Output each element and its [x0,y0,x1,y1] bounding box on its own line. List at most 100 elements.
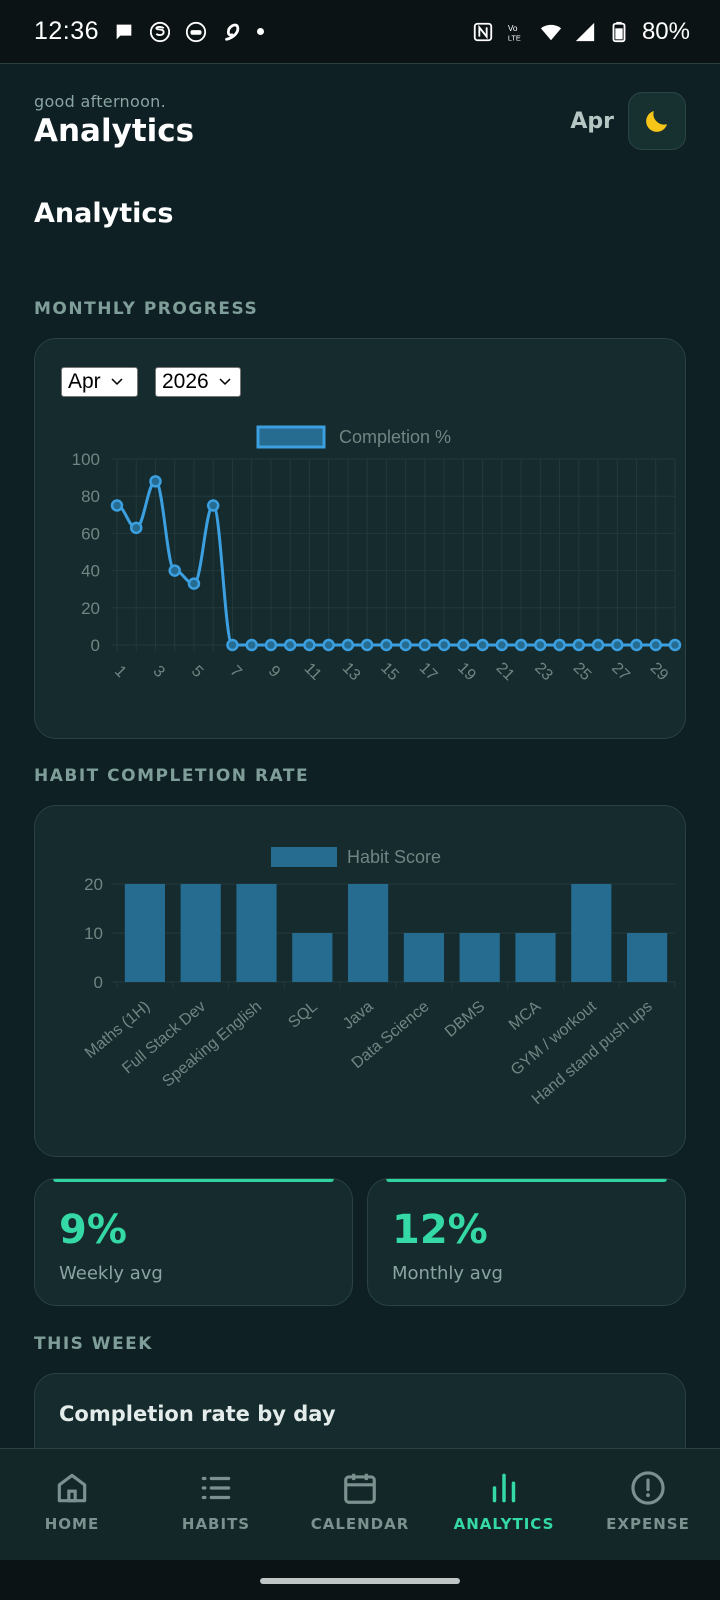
car-icon [185,21,207,42]
chat-icon [116,24,132,39]
category-label: Java [340,998,377,1033]
battery-percent: 80% [641,17,690,45]
data-point [591,638,605,652]
data-point [226,638,239,652]
x-tick-label: 27 [608,660,633,685]
monthly-progress-label: MONTHLY PROGRESS [34,299,259,319]
habit-score-bar [236,884,277,982]
habit-score-bar [459,933,500,982]
weekly-avg-label: Weekly avg [59,1263,163,1284]
svg-text:LTE: LTE [508,33,521,42]
legend-label: Completion % [339,427,451,447]
data-point [360,638,374,652]
calendar-icon [344,1473,376,1504]
battery-icon [612,21,626,42]
data-point [611,638,624,652]
chevron-down-icon [219,378,231,386]
x-tick-label: 3 [150,663,168,681]
alert-circle-icon [631,1471,665,1505]
x-tick-label: 21 [493,660,518,685]
notification-dot-icon [257,28,265,35]
bar-chart-icon [492,1473,516,1503]
data-point [380,638,393,652]
x-tick-label: 9 [265,663,283,681]
habit-score-bar [627,933,668,982]
moon-icon [646,111,667,132]
category-label: Speaking English [159,998,265,1090]
data-point [437,638,451,652]
monthly-avg-card: 12% Monthly avg [367,1178,686,1306]
bottom-nav: HOME HABITS CALENDAR ANALYTICS EXPENSE [0,1448,720,1560]
nav-expense[interactable]: EXPENSE [578,1449,718,1533]
data-point [341,638,355,652]
month-select[interactable]: Apr [61,367,138,397]
habit-score-bar [180,884,221,982]
category-label: SQL [285,998,321,1032]
gesture-area [0,1560,720,1600]
completion-series-line [116,479,675,647]
data-point [418,638,432,652]
gesture-handle[interactable] [260,1578,460,1584]
y-tick-label: 20 [81,599,100,618]
habit-score-bar [515,933,556,982]
month-select-value: Apr [68,370,101,393]
x-tick-label: 25 [570,660,595,685]
year-select[interactable]: 2026 [155,367,241,397]
greeting-text: good afternoon. [34,92,166,111]
airtel-icon [225,23,240,41]
data-point [553,638,566,652]
weekly-avg-value: 9% [59,1207,127,1253]
monthly-avg-label: Monthly avg [392,1263,503,1284]
x-tick-label: 11 [301,660,325,684]
data-point [129,521,143,535]
nav-calendar-label: CALENDAR [310,1515,410,1533]
habit-completion-label: HABIT COMPLETION RATE [34,766,310,786]
completion-by-day-title: Completion rate by day [59,1402,336,1426]
list-icon [201,1476,231,1500]
habit-score-bar [348,884,389,982]
data-point [668,638,682,652]
legend-swatch [271,847,337,867]
year-select-value: 2026 [162,370,209,393]
x-tick-label: 17 [416,660,441,685]
y-tick-label: 10 [84,924,103,943]
data-point [457,638,470,652]
data-point [649,638,663,652]
data-point [245,638,258,652]
data-point [206,499,220,512]
y-tick-label: 100 [72,450,100,469]
data-point [322,638,335,652]
category-label: MCA [506,998,544,1034]
header-title: Analytics [34,113,195,149]
nav-habits[interactable]: HABITS [146,1449,286,1533]
nav-home[interactable]: HOME [2,1449,142,1533]
data-point [264,638,278,652]
legend-label: Habit Score [347,847,441,867]
data-point [168,564,181,577]
theme-toggle-button[interactable] [628,92,686,150]
nav-habits-label: HABITS [181,1515,251,1533]
x-tick-label: 7 [226,663,244,681]
weekly-avg-card: 9% Weekly avg [34,1178,353,1306]
data-point [187,577,201,590]
habit-score-bar [571,884,612,982]
nav-analytics[interactable]: ANALYTICS [434,1449,574,1533]
nav-home-label: HOME [44,1515,100,1533]
this-week-label: THIS WEEK [34,1334,153,1354]
data-point [630,638,643,652]
data-point [110,499,124,512]
home-icon [57,1473,87,1503]
svg-text:Vo: Vo [508,24,518,33]
x-tick-label: 13 [339,660,364,685]
status-left: 12:36 [34,17,265,46]
data-point [149,475,162,488]
y-tick-label: 0 [94,973,103,992]
app-s-icon [149,21,171,42]
monthly-avg-value: 12% [392,1207,488,1253]
y-tick-label: 0 [91,636,100,655]
nav-analytics-label: ANALYTICS [453,1515,555,1533]
chevron-down-icon [111,378,123,386]
nav-calendar[interactable]: CALENDAR [290,1449,430,1533]
